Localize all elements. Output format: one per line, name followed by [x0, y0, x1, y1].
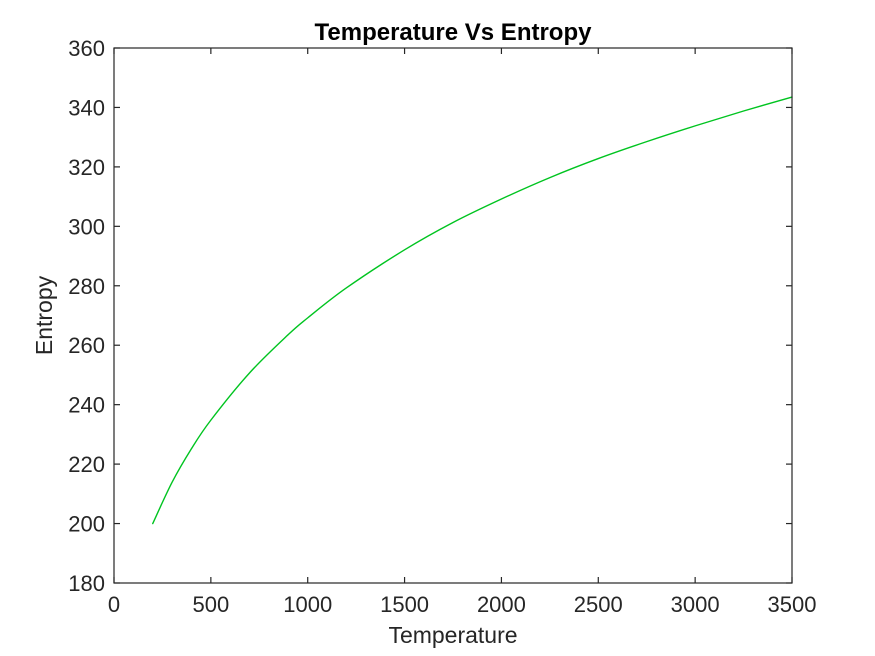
y-tick-label: 340 [68, 95, 105, 120]
x-tick-label: 1500 [380, 592, 429, 617]
x-axis-label: Temperature [388, 622, 517, 648]
plot-box-border [113, 47, 793, 584]
x-tick-label: 2000 [477, 592, 526, 617]
x-tick-label: 2500 [574, 592, 623, 617]
y-tick-label: 180 [68, 571, 105, 596]
chart-dynamic-layer: 0 500 1000 1500 2000 2500 3000 3500 180 200 220 240… [68, 36, 816, 617]
y-tick-label: 260 [68, 333, 105, 358]
x-tick-label: 1000 [283, 592, 332, 617]
chart-title: Temperature Vs Entropy [315, 19, 593, 46]
x-tick-label: 0 [108, 592, 120, 617]
x-tick-label: 3500 [768, 592, 817, 617]
x-tick-label: 500 [192, 592, 229, 617]
y-axis-label: Entropy [31, 275, 57, 355]
y-tick-label: 300 [68, 214, 105, 239]
plot-area [114, 48, 792, 583]
y-tick-label: 280 [68, 274, 105, 299]
x-tick-label: 3000 [671, 592, 720, 617]
entropy-curve [152, 96, 793, 525]
y-tick-label: 320 [68, 155, 105, 180]
y-tick-label: 240 [68, 393, 105, 418]
y-tick-label: 200 [68, 512, 105, 537]
y-tick-label: 220 [68, 452, 105, 477]
y-tick-label: 360 [68, 36, 105, 61]
